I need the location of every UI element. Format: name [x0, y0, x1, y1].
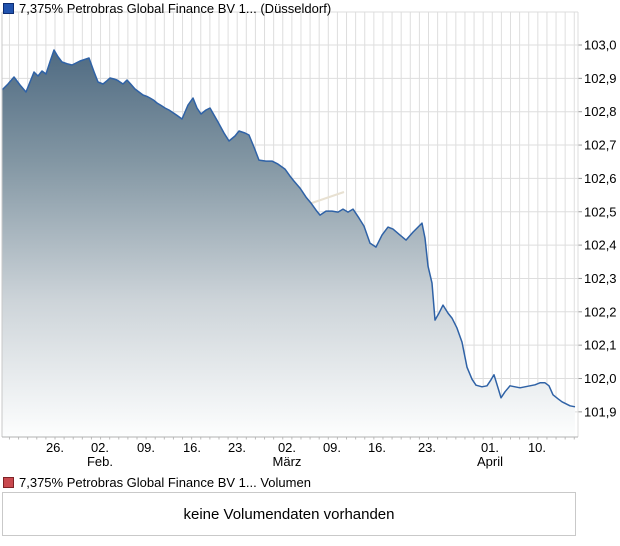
volume-chart-title: 7,375% Petrobras Global Finance BV 1... … — [19, 474, 311, 490]
y-axis-label: 102,3 — [584, 271, 617, 286]
y-axis-label: 102,1 — [584, 338, 617, 353]
price-area-fill — [2, 50, 575, 437]
x-axis-label: 09. — [137, 440, 155, 455]
y-axis-label: 102,8 — [584, 104, 617, 119]
y-axis-label: 102,0 — [584, 371, 617, 386]
y-axis-label: 102,2 — [584, 304, 617, 319]
x-axis-label: 02. — [278, 440, 296, 455]
volume-panel: keine Volumendaten vorhanden — [2, 492, 576, 536]
x-axis-label: 02. — [91, 440, 109, 455]
price-series-legend-icon — [3, 2, 14, 14]
x-axis-label: 09. — [323, 440, 341, 455]
y-axis-label: 102,5 — [584, 204, 617, 219]
x-axis-label: 16. — [368, 440, 386, 455]
price-chart-title: 7,375% Petrobras Global Finance BV 1... … — [19, 0, 332, 16]
x-axis-label: 23. — [228, 440, 246, 455]
x-axis-month-label: Feb. — [87, 454, 113, 469]
volume-series-legend-icon — [3, 476, 14, 488]
volume-empty-message: keine Volumendaten vorhanden — [183, 505, 395, 523]
price-chart-header: 7,375% Petrobras Global Finance BV 1... … — [3, 0, 332, 16]
volume-chart-header: 7,375% Petrobras Global Finance BV 1... … — [3, 474, 311, 490]
x-axis-label: 16. — [183, 440, 201, 455]
x-axis-month-label: April — [477, 454, 503, 469]
y-axis-label: 102,6 — [584, 171, 617, 186]
x-axis-label: 23. — [418, 440, 436, 455]
y-axis-label: 101,9 — [584, 404, 617, 419]
price-line — [1, 49, 576, 408]
price-chart-canvas: 103,0 102,9 102,8 102,7 102,6 102,5 102,4 102,3… — [1, 11, 617, 469]
y-axis-label: 102,7 — [584, 138, 617, 153]
x-axis-label: 10. — [528, 440, 546, 455]
x-axis-month-label: März — [273, 454, 302, 469]
x-axis-label: 26. — [46, 440, 64, 455]
trend-artifact-line — [305, 191, 345, 206]
y-axis-label: 102,9 — [584, 71, 617, 86]
y-axis-label: 103,0 — [584, 38, 617, 53]
y-axis-label: 102,4 — [584, 238, 617, 253]
x-axis-label: 01. — [481, 440, 499, 455]
